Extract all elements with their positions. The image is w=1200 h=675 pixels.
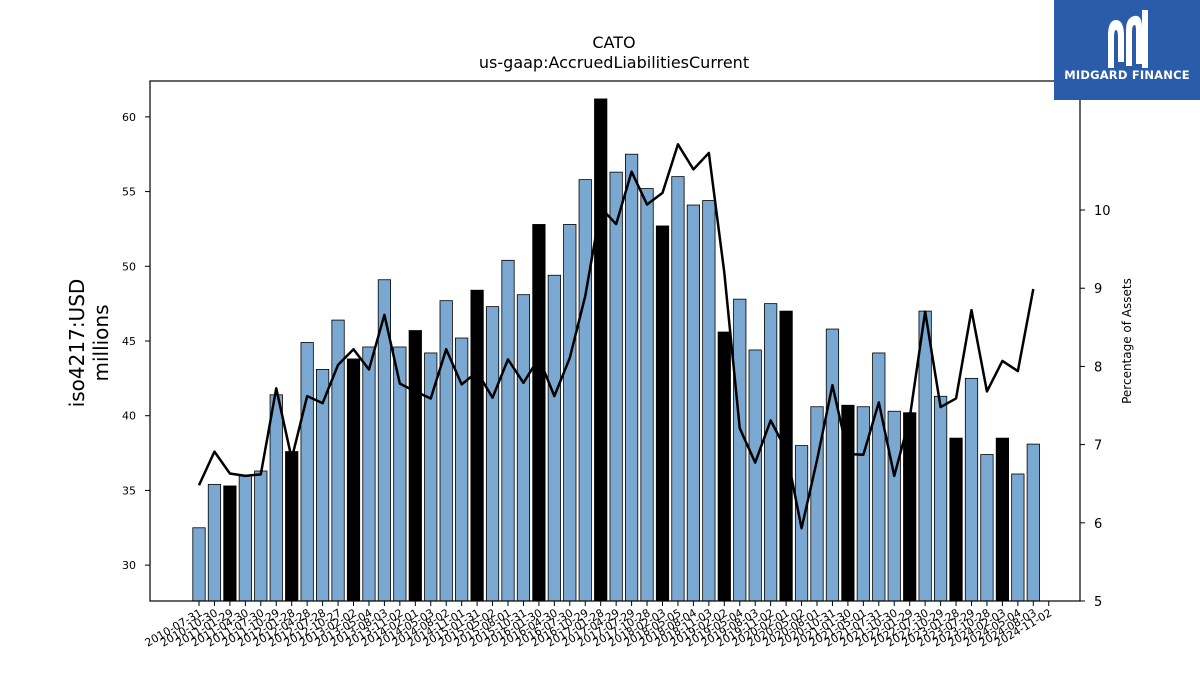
y-tick-label: 50: [122, 260, 136, 273]
bar: [408, 330, 422, 602]
bar: [934, 395, 948, 602]
y2-tick-label: 7: [1094, 439, 1102, 454]
chart-title: CATO: [592, 33, 635, 52]
bar: [655, 225, 670, 602]
bar: [918, 310, 932, 602]
bar: [764, 303, 778, 602]
y2-tick-label: 5: [1094, 595, 1102, 610]
bar: [903, 412, 917, 602]
bar: [748, 349, 762, 602]
bar: [671, 176, 685, 602]
bar: [439, 300, 453, 602]
y-tick-label: 35: [122, 484, 136, 497]
bar: [362, 346, 376, 602]
bar: [995, 437, 1010, 602]
y2-tick-label: 8: [1094, 360, 1102, 375]
y-tick-label: 30: [122, 559, 136, 572]
y2-axis-label: Percentage of Assets: [1120, 278, 1134, 404]
bar: [872, 352, 886, 602]
bars-layer: [192, 98, 1040, 602]
y-tick-label: 40: [122, 410, 136, 423]
bar: [485, 306, 500, 602]
bar: [1026, 443, 1040, 602]
y-tick-label: 45: [122, 335, 136, 348]
bar: [223, 485, 237, 602]
bar: [887, 410, 901, 602]
bar: [238, 475, 252, 602]
bar: [269, 394, 283, 602]
y2-tick-label: 9: [1094, 282, 1102, 297]
y-axis-label-line: millions: [89, 304, 113, 381]
bar: [625, 153, 639, 602]
series-line: [197, 143, 1035, 530]
line-layer: [197, 143, 1035, 530]
bar: [470, 289, 484, 602]
bar: [346, 358, 361, 602]
bar: [640, 188, 654, 602]
brand-name: MIDGARD FINANCE: [1064, 68, 1190, 82]
y-tick-label: 55: [122, 186, 136, 199]
bar: [825, 328, 840, 602]
brand-logo: MIDGARD FINANCE: [1054, 0, 1200, 100]
bar: [300, 342, 314, 602]
bar: [192, 527, 206, 602]
bar: [578, 179, 592, 602]
y-axis-label-line: iso4217:USD: [65, 279, 89, 408]
bar: [563, 224, 577, 602]
bar: [532, 224, 546, 602]
bar: [254, 470, 268, 602]
bar: [609, 171, 623, 602]
bar: [980, 454, 994, 602]
bar: [285, 451, 299, 602]
bar: [207, 484, 222, 602]
bar: [717, 331, 731, 602]
axes-layer: 3035404550556056789102010-07-312010-10-3…: [122, 80, 1111, 650]
y-axis-label: iso4217:USDmillions: [65, 279, 113, 408]
chart-subtitle: us-gaap:AccruedLiabilitiesCurrent: [479, 53, 749, 72]
bar: [702, 200, 716, 602]
bar: [516, 294, 531, 602]
bar: [733, 298, 747, 602]
bar: [547, 274, 561, 602]
bar: [686, 204, 701, 602]
logo-mark-icon: [1108, 10, 1148, 68]
bar: [501, 259, 515, 602]
bar: [424, 352, 438, 602]
y-tick-label: 60: [122, 111, 136, 124]
y2-tick-label: 10: [1094, 204, 1111, 219]
bar: [1011, 473, 1025, 602]
bar: [594, 98, 608, 602]
bar: [949, 437, 963, 602]
bar: [964, 377, 979, 602]
y2-tick-label: 6: [1094, 517, 1102, 532]
